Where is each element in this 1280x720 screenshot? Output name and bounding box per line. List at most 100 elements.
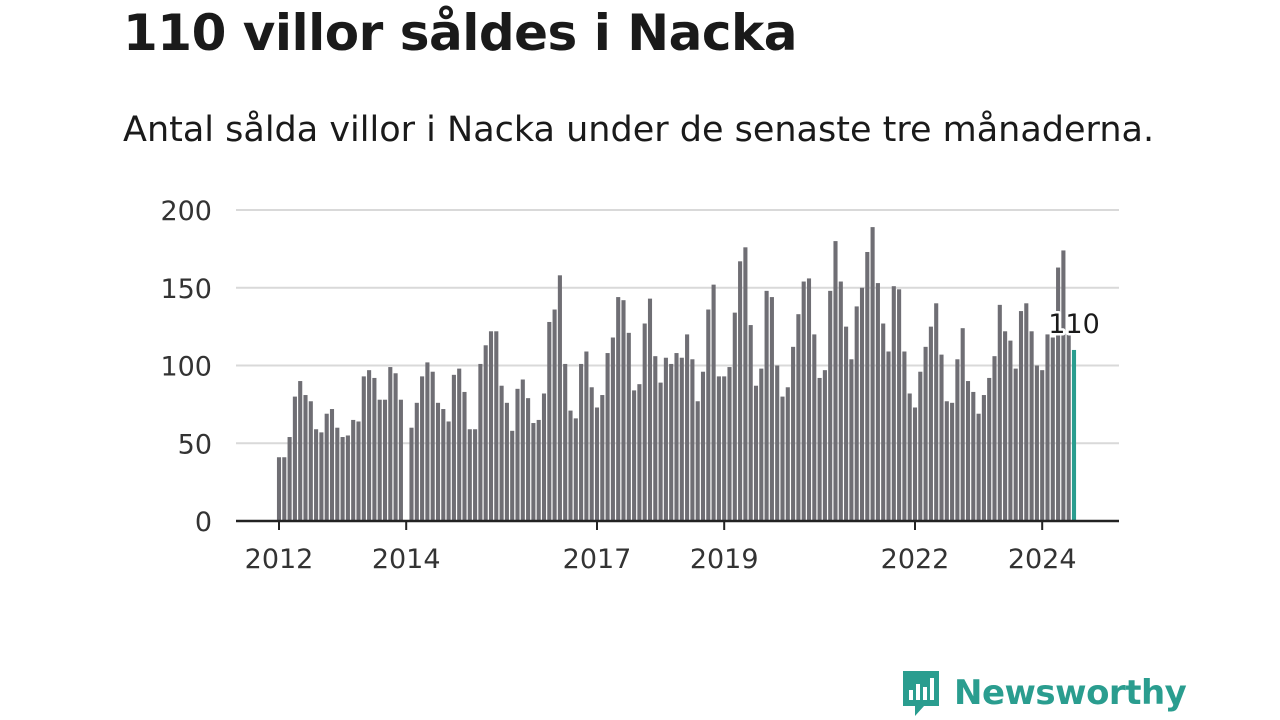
bar bbox=[531, 423, 536, 521]
bar bbox=[669, 363, 674, 521]
bar bbox=[292, 396, 297, 521]
bar bbox=[791, 346, 796, 521]
bar bbox=[918, 371, 923, 521]
y-tick-label: 50 bbox=[178, 429, 212, 460]
bar bbox=[356, 421, 361, 521]
bar bbox=[727, 367, 732, 521]
bar bbox=[610, 337, 615, 521]
bar bbox=[844, 326, 849, 522]
bar bbox=[462, 391, 467, 521]
chart-subtitle: Antal sålda villor i Nacka under de sena… bbox=[123, 110, 1155, 150]
bar bbox=[1056, 267, 1061, 521]
bar bbox=[939, 354, 944, 521]
newsworthy-logo-text: Newsworthy bbox=[954, 673, 1187, 713]
bar bbox=[642, 323, 647, 521]
bar bbox=[308, 401, 313, 521]
bar bbox=[515, 388, 520, 521]
bar bbox=[345, 435, 350, 521]
chart-title: 110 villor såldes i Nacka bbox=[123, 4, 797, 62]
bar bbox=[435, 402, 441, 521]
bar bbox=[1045, 334, 1050, 521]
bar bbox=[526, 398, 531, 521]
y-tick-label: 100 bbox=[160, 352, 212, 383]
bar bbox=[838, 281, 843, 521]
bar bbox=[351, 419, 356, 521]
bar bbox=[1029, 331, 1034, 521]
bar bbox=[907, 393, 912, 521]
bar bbox=[520, 379, 525, 521]
bar-highlight bbox=[1071, 349, 1077, 521]
bar bbox=[1003, 331, 1008, 521]
axes bbox=[236, 519, 1119, 530]
bar bbox=[499, 385, 504, 521]
bar bbox=[632, 390, 637, 521]
bar bbox=[981, 395, 986, 521]
bar bbox=[600, 395, 605, 521]
bar bbox=[504, 402, 509, 521]
bar bbox=[1050, 337, 1055, 521]
bar bbox=[902, 351, 907, 521]
bar bbox=[340, 437, 345, 521]
bar bbox=[658, 382, 663, 521]
bar bbox=[738, 261, 743, 521]
bar bbox=[653, 356, 658, 521]
bar bbox=[494, 331, 499, 521]
bar bbox=[335, 427, 340, 521]
bar bbox=[722, 376, 727, 521]
bar bbox=[616, 297, 621, 521]
bar bbox=[314, 429, 319, 521]
bar bbox=[817, 377, 822, 521]
bar bbox=[287, 437, 292, 521]
bar bbox=[647, 298, 653, 521]
bar bbox=[446, 421, 451, 521]
bar bbox=[881, 323, 886, 521]
bar bbox=[897, 289, 902, 521]
bar bbox=[753, 385, 759, 521]
bar bbox=[1066, 332, 1071, 521]
bar bbox=[441, 409, 446, 521]
bar bbox=[621, 300, 626, 521]
bar bbox=[716, 376, 721, 521]
bar bbox=[563, 363, 568, 521]
bar bbox=[552, 309, 557, 521]
bar bbox=[594, 407, 600, 521]
bar bbox=[711, 284, 716, 521]
bar bbox=[420, 376, 425, 521]
bar bbox=[457, 368, 462, 521]
bar bbox=[409, 427, 414, 521]
bar bbox=[748, 325, 753, 521]
bar bbox=[1008, 340, 1013, 521]
bar bbox=[541, 393, 547, 521]
bar bbox=[769, 297, 774, 521]
bar bbox=[865, 251, 870, 522]
bar bbox=[605, 353, 610, 521]
bar bbox=[976, 413, 981, 521]
bar bbox=[854, 306, 859, 521]
bar bbox=[679, 357, 684, 521]
bar bbox=[822, 370, 827, 521]
bar bbox=[414, 402, 419, 521]
bar bbox=[849, 359, 854, 521]
bar bbox=[579, 363, 584, 521]
bar bbox=[282, 457, 287, 521]
bar bbox=[944, 401, 949, 521]
bar bbox=[806, 278, 812, 521]
bar bbox=[743, 247, 748, 521]
x-tick-label: 2022 bbox=[881, 544, 950, 575]
bar bbox=[870, 227, 875, 522]
bar bbox=[536, 419, 541, 521]
y-tick-label: 200 bbox=[160, 196, 212, 227]
bar bbox=[971, 391, 976, 521]
bar bbox=[1040, 370, 1045, 521]
bar bbox=[912, 407, 918, 521]
bar bbox=[928, 326, 933, 522]
bars bbox=[276, 227, 1077, 522]
bar bbox=[934, 303, 939, 521]
bar bbox=[812, 334, 817, 521]
bar bbox=[303, 395, 308, 521]
bar bbox=[923, 346, 928, 521]
bar bbox=[319, 432, 324, 521]
bar bbox=[891, 286, 896, 521]
bar bbox=[298, 381, 303, 521]
y-tick-label: 0 bbox=[195, 507, 212, 538]
